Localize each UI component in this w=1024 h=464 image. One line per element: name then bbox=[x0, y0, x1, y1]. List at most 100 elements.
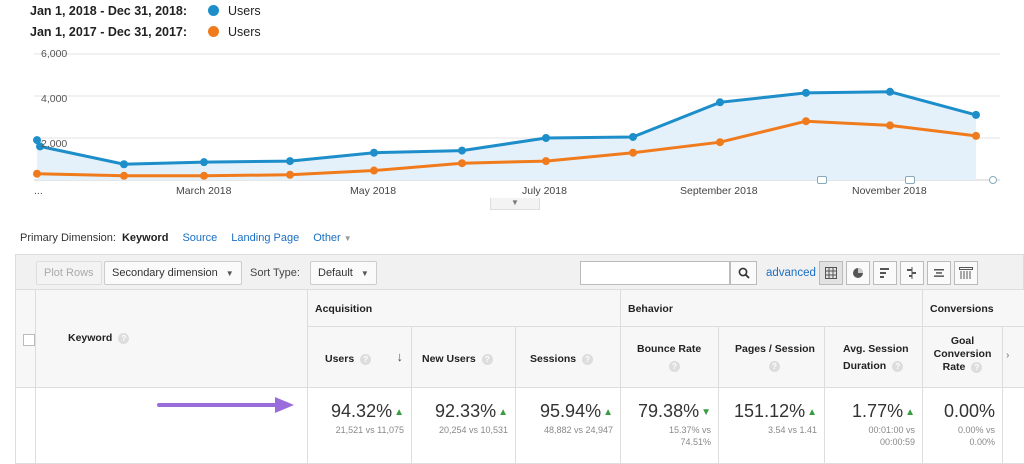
keyword-header-label: Keyword bbox=[68, 332, 113, 344]
data-point-2018 bbox=[370, 148, 378, 157]
data-point-2017 bbox=[370, 166, 378, 175]
x-tick-label: ... bbox=[34, 185, 43, 197]
chevron-down-icon: ▼ bbox=[225, 268, 234, 278]
x-tick-label: May 2018 bbox=[350, 185, 397, 197]
trend-up-icon: ▲ bbox=[603, 406, 613, 418]
data-point-2018 bbox=[120, 160, 128, 169]
legend-date-range: Jan 1, 2018 - Dec 31, 2018: bbox=[30, 3, 188, 18]
help-icon[interactable]: ? bbox=[582, 353, 594, 365]
x-tick-label: March 2018 bbox=[176, 185, 232, 197]
column-header-label: Pages / Session bbox=[735, 343, 815, 355]
keyword-column-header[interactable]: Keyword? bbox=[36, 290, 308, 388]
data-point-2018 bbox=[33, 136, 41, 145]
comparison-line: 00:01:00 vs bbox=[868, 425, 915, 435]
y-tick-label: 6,000 bbox=[41, 48, 68, 60]
annotation-marker-icon[interactable] bbox=[905, 176, 915, 184]
dimension-source[interactable]: Source bbox=[182, 232, 218, 244]
data-point-2017 bbox=[286, 170, 294, 179]
bounce-rate-comparison-values: 15.37% vs 74.51% bbox=[669, 424, 711, 448]
acquisition-group-header: Acquisition bbox=[308, 290, 621, 327]
legend-row-2018: Jan 1, 2018 - Dec 31, 2018: Users bbox=[30, 0, 261, 21]
new-users-comparison-cell: 92.33% ▲ 20,254 vs 10,531 bbox=[412, 388, 516, 464]
pages-per-session-comparison-values: 3.54 vs 1.41 bbox=[767, 425, 817, 435]
comparison-line: 15.37% vs bbox=[668, 425, 711, 435]
secondary-dimension-dropdown[interactable]: Secondary dimension ▼ bbox=[104, 261, 242, 285]
data-point-2018 bbox=[716, 98, 724, 107]
pie-view-icon[interactable] bbox=[846, 261, 870, 285]
x-tick-label: November 2018 bbox=[852, 185, 927, 197]
performance-view-icon[interactable] bbox=[873, 261, 897, 285]
column-header-avg-session-duration[interactable]: Avg. Session Duration? bbox=[825, 327, 923, 388]
data-point-2018 bbox=[972, 110, 980, 119]
data-point-2018 bbox=[542, 134, 550, 142]
data-point-2017 bbox=[802, 117, 810, 126]
pages-per-session-percent-change: 151.12% bbox=[734, 401, 806, 421]
help-icon[interactable]: ? bbox=[892, 360, 904, 372]
bounce-rate-comparison-cell: 79.38% ▼ 15.37% vs 74.51% bbox=[621, 388, 719, 464]
term-cloud-icon[interactable] bbox=[927, 261, 951, 285]
help-icon[interactable]: ? bbox=[669, 361, 680, 372]
chevron-down-icon: ▼ bbox=[343, 234, 352, 243]
dimension-other[interactable]: Other ▼ bbox=[313, 232, 351, 244]
table-search-input[interactable] bbox=[580, 261, 730, 285]
data-point-2017 bbox=[542, 157, 550, 166]
legend-dot-blue bbox=[208, 5, 219, 16]
column-header-users[interactable]: Users? ↓ bbox=[308, 327, 412, 388]
dimension-other-label: Other bbox=[313, 232, 341, 244]
annotation-marker-icon[interactable] bbox=[817, 176, 827, 184]
avg-session-duration-comparison-cell: 1.77% ▲ 00:01:00 vs 00:00:59 bbox=[825, 388, 923, 464]
column-header-label: Goal bbox=[950, 335, 975, 347]
data-point-2018 bbox=[286, 157, 294, 166]
trend-up-icon: ▲ bbox=[905, 406, 915, 418]
dimension-landing-page[interactable]: Landing Page bbox=[231, 232, 300, 244]
data-point-2018 bbox=[458, 146, 466, 155]
help-icon[interactable]: ? bbox=[769, 361, 780, 372]
comparison-line: 00:00:59 bbox=[879, 437, 915, 447]
data-point-2018 bbox=[886, 87, 894, 96]
secondary-dimension-label: Secondary dimension bbox=[112, 267, 218, 279]
pivot-view-icon[interactable] bbox=[954, 261, 978, 285]
column-header-bounce-rate[interactable]: Bounce Rate ? bbox=[621, 327, 719, 388]
column-header-label: Conversion bbox=[933, 348, 992, 360]
column-header-label: Sessions bbox=[530, 353, 577, 365]
column-header-overflow: › bbox=[1003, 327, 1024, 388]
annotation-marker-icon[interactable] bbox=[989, 176, 997, 184]
comparison-line: 0.00% bbox=[969, 437, 995, 447]
help-icon[interactable]: ? bbox=[118, 332, 130, 344]
dimension-keyword[interactable]: Keyword bbox=[121, 232, 169, 244]
view-switcher bbox=[819, 261, 981, 285]
comparison-view-icon[interactable] bbox=[900, 261, 924, 285]
column-header-sessions[interactable]: Sessions? bbox=[516, 327, 621, 388]
help-icon[interactable]: ? bbox=[971, 361, 983, 373]
search-button[interactable] bbox=[730, 261, 757, 285]
series-area-2018 bbox=[37, 91, 976, 180]
data-point-2017 bbox=[200, 171, 208, 180]
help-icon[interactable]: ? bbox=[360, 353, 372, 365]
row-checkbox-cell bbox=[16, 388, 36, 464]
chart-expand-handle[interactable]: ▼ bbox=[490, 198, 540, 210]
select-all-checkbox[interactable] bbox=[23, 334, 35, 346]
table-toolbar: Plot Rows Secondary dimension ▼ Sort Typ… bbox=[15, 254, 1024, 290]
chart-canvas[interactable] bbox=[0, 40, 1024, 200]
column-header-pages-per-session[interactable]: Pages / Session ? bbox=[719, 327, 825, 388]
column-header-label: Duration bbox=[843, 360, 887, 372]
sort-type-value: Default bbox=[318, 267, 353, 279]
column-header-label: Avg. Session bbox=[843, 343, 909, 355]
line-chart[interactable]: 6,000 4,000 2,000 ... March 2018 May 201… bbox=[0, 40, 1024, 210]
search-icon bbox=[738, 267, 750, 279]
column-header-label: New Users bbox=[422, 353, 476, 365]
legend-dot-orange bbox=[208, 26, 219, 37]
sort-type-dropdown[interactable]: Default ▼ bbox=[310, 261, 377, 285]
column-header-goal-conversion-rate[interactable]: Goal Conversion Rate? bbox=[923, 327, 1003, 388]
table-view-icon[interactable] bbox=[819, 261, 843, 285]
x-tick-label: July 2018 bbox=[522, 185, 567, 197]
sort-descending-icon[interactable]: ↓ bbox=[396, 349, 404, 364]
column-header-new-users[interactable]: New Users? bbox=[412, 327, 516, 388]
advanced-filter-link[interactable]: advanced bbox=[766, 267, 816, 279]
chart-legend: Jan 1, 2018 - Dec 31, 2018: Users Jan 1,… bbox=[30, 0, 261, 42]
help-icon[interactable]: ? bbox=[481, 353, 493, 365]
trend-up-icon: ▲ bbox=[498, 406, 508, 418]
behavior-group-header: Behavior bbox=[621, 290, 923, 327]
highlight-arrow bbox=[157, 397, 294, 413]
plot-rows-button[interactable]: Plot Rows bbox=[36, 261, 102, 285]
